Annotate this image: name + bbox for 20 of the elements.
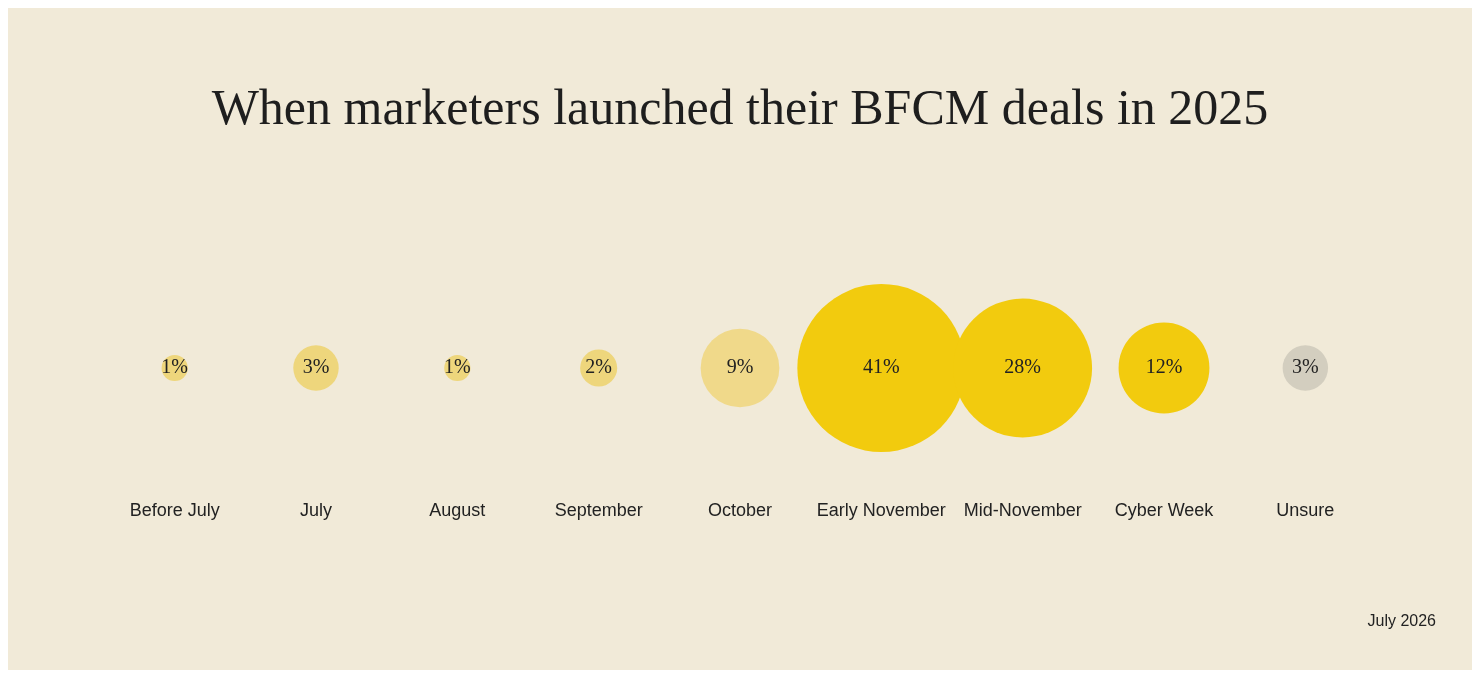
- data-label: 41%: [863, 355, 900, 378]
- data-label: 12%: [1145, 355, 1183, 378]
- category-label: August: [429, 499, 486, 520]
- data-label: 3%: [302, 355, 330, 378]
- text: When marketers launched their BFCM deals in 2025: [210, 78, 1270, 136]
- data-label: 2%: [585, 355, 612, 378]
- category-label: Cyber Week: [1114, 499, 1215, 520]
- category-label: Before July: [129, 499, 220, 520]
- category-label: July: [299, 499, 333, 520]
- category-label: October: [707, 499, 773, 520]
- category-label: Unsure: [1276, 499, 1335, 520]
- data-label: 1%: [161, 355, 188, 378]
- data-label: 1%: [444, 355, 471, 378]
- data-label: 3%: [1292, 355, 1319, 378]
- text: July 2026: [1367, 612, 1436, 630]
- category-label: Early November: [816, 499, 946, 520]
- data-label: 28%: [1004, 355, 1041, 378]
- category-label: Mid-November: [963, 499, 1082, 520]
- category-label: September: [554, 499, 643, 520]
- data-label: 9%: [726, 355, 754, 378]
